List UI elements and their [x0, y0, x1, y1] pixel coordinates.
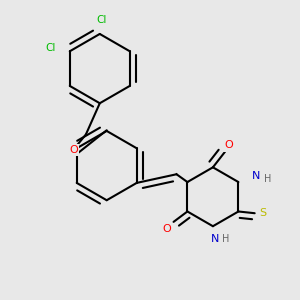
- Text: O: O: [69, 145, 78, 155]
- Text: Cl: Cl: [46, 43, 56, 53]
- Text: O: O: [162, 224, 171, 234]
- Text: H: H: [222, 234, 230, 244]
- Text: N: N: [211, 234, 219, 244]
- Text: S: S: [259, 208, 266, 218]
- Text: O: O: [224, 140, 233, 151]
- Text: Cl: Cl: [96, 15, 107, 25]
- Text: H: H: [264, 174, 271, 184]
- Text: N: N: [252, 171, 260, 181]
